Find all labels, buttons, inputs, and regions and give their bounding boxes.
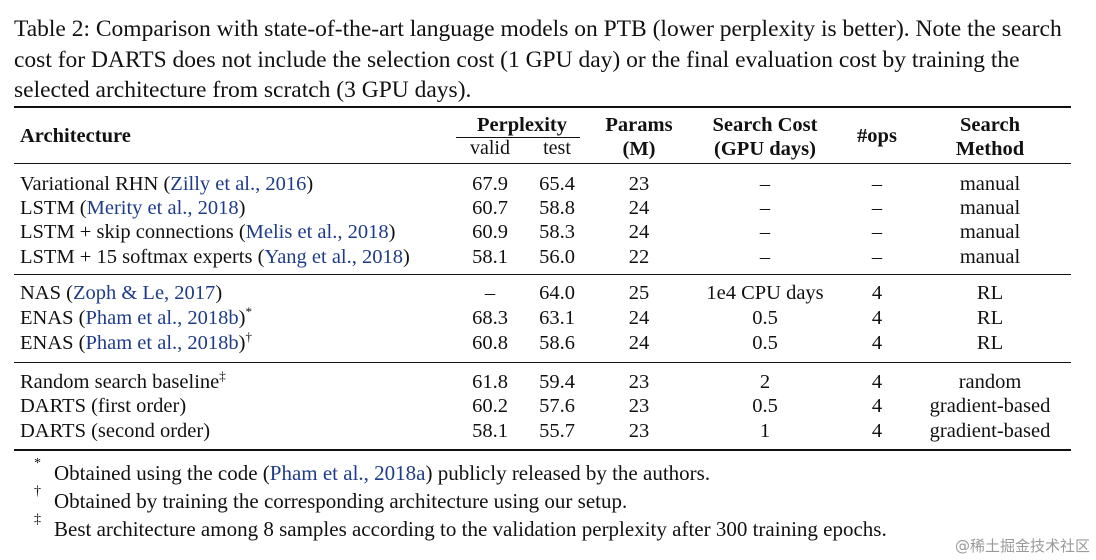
- row-cost: 1: [759, 420, 771, 442]
- row-valid: 61.8: [472, 371, 508, 393]
- row-method: manual: [959, 246, 1021, 268]
- row-valid: 58.1: [472, 246, 508, 268]
- row-valid: 60.7: [472, 197, 508, 219]
- row-method: gradient-based: [929, 420, 1051, 442]
- row-valid: 60.2: [472, 395, 508, 417]
- top-rule: [14, 106, 1071, 108]
- row-params: 22: [628, 246, 650, 268]
- row-architecture: ENAS (Pham et al., 2018b)†: [20, 329, 252, 354]
- footnote-mark: ‡: [34, 512, 41, 527]
- row-params: 24: [628, 197, 650, 219]
- row-valid: –: [484, 282, 496, 304]
- header-search-cost-unit: (GPU days): [714, 138, 816, 160]
- row-params: 23: [628, 395, 650, 417]
- row-method: manual: [959, 197, 1021, 219]
- row-params: 24: [628, 332, 650, 354]
- row-params: 23: [628, 420, 650, 442]
- bottom-rule: [14, 449, 1071, 451]
- row-cost: 0.5: [752, 395, 778, 417]
- row-test: 57.6: [539, 395, 575, 417]
- row-test: 58.3: [539, 221, 575, 243]
- row-ops: –: [871, 173, 883, 195]
- row-test: 64.0: [539, 282, 575, 304]
- row-ops: 4: [871, 420, 883, 442]
- row-ops: –: [871, 246, 883, 268]
- footnote-mark: †: [245, 329, 252, 345]
- footnote-mark: †: [34, 484, 41, 499]
- row-test: 55.7: [539, 420, 575, 442]
- header-rule: [14, 163, 1071, 164]
- row-params: 25: [628, 282, 650, 304]
- header-valid: valid: [470, 137, 510, 159]
- row-params: 23: [628, 371, 650, 393]
- row-valid: 58.1: [472, 420, 508, 442]
- row-params: 24: [628, 307, 650, 329]
- row-test: 58.6: [539, 332, 575, 354]
- header-params: Params: [605, 114, 673, 136]
- row-method: RL: [976, 282, 1004, 304]
- header-params-unit: (M): [622, 138, 656, 160]
- row-cost: –: [759, 221, 771, 243]
- row-ops: 4: [871, 307, 883, 329]
- row-test: 63.1: [539, 307, 575, 329]
- row-architecture: LSTM + skip connections (Melis et al., 2…: [20, 221, 396, 243]
- row-test: 56.0: [539, 246, 575, 268]
- row-cost: –: [759, 197, 771, 219]
- row-method: manual: [959, 221, 1021, 243]
- header-perplexity: Perplexity: [477, 114, 567, 136]
- row-test: 65.4: [539, 173, 575, 195]
- header-ops: #ops: [857, 125, 897, 147]
- footnote-mark: *: [245, 304, 252, 320]
- header-search-method-2: Method: [955, 138, 1025, 160]
- row-ops: 4: [871, 332, 883, 354]
- header-search-method: Search: [960, 114, 1020, 136]
- row-architecture: LSTM + 15 softmax experts (Yang et al., …: [20, 246, 410, 268]
- row-ops: 4: [871, 395, 883, 417]
- row-ops: 4: [871, 371, 883, 393]
- row-cost: 1e4 CPU days: [706, 282, 824, 304]
- row-architecture: LSTM (Merity et al., 2018): [20, 197, 246, 219]
- row-method: random: [958, 371, 1022, 393]
- row-method: RL: [976, 332, 1004, 354]
- footnote-mark: ‡: [219, 368, 226, 384]
- group-rule: [14, 274, 1071, 275]
- row-cost: 0.5: [752, 307, 778, 329]
- row-architecture: ENAS (Pham et al., 2018b)*: [20, 304, 252, 329]
- row-architecture: Variational RHN (Zilly et al., 2016): [20, 173, 314, 195]
- row-test: 58.8: [539, 197, 575, 219]
- header-test: test: [543, 137, 571, 159]
- row-architecture: DARTS (second order): [20, 420, 211, 442]
- watermark: @稀土掘金技术社区: [954, 537, 1090, 555]
- row-architecture: DARTS (first order): [20, 395, 187, 417]
- row-method: gradient-based: [929, 395, 1051, 417]
- row-method: manual: [959, 173, 1021, 195]
- row-ops: –: [871, 221, 883, 243]
- row-cost: –: [759, 246, 771, 268]
- row-params: 23: [628, 173, 650, 195]
- header-search-cost: Search Cost: [712, 114, 818, 136]
- row-ops: –: [871, 197, 883, 219]
- header-architecture: Architecture: [20, 125, 131, 147]
- footnote-text: Obtained using the code (Pham et al., 20…: [54, 461, 711, 485]
- footnote-mark: *: [34, 456, 41, 471]
- row-valid: 60.9: [472, 221, 508, 243]
- row-method: RL: [976, 307, 1004, 329]
- table-caption: Table 2: Comparison with state-of-the-ar…: [14, 16, 1062, 103]
- row-params: 24: [628, 221, 650, 243]
- row-cost: –: [759, 173, 771, 195]
- row-valid: 68.3: [472, 307, 508, 329]
- group-rule: [14, 362, 1071, 363]
- row-cost: 0.5: [752, 332, 778, 354]
- row-ops: 4: [871, 282, 883, 304]
- row-valid: 67.9: [472, 173, 508, 195]
- footnote-text: Obtained by training the corresponding a…: [54, 489, 628, 513]
- row-valid: 60.8: [472, 332, 508, 354]
- row-test: 59.4: [539, 371, 575, 393]
- footnote-text: Best architecture among 8 samples accord…: [54, 517, 887, 541]
- row-architecture: Random search baseline‡: [20, 368, 226, 393]
- perplexity-underline: [456, 137, 580, 138]
- row-cost: 2: [759, 371, 771, 393]
- row-architecture: NAS (Zoph & Le, 2017): [20, 282, 223, 304]
